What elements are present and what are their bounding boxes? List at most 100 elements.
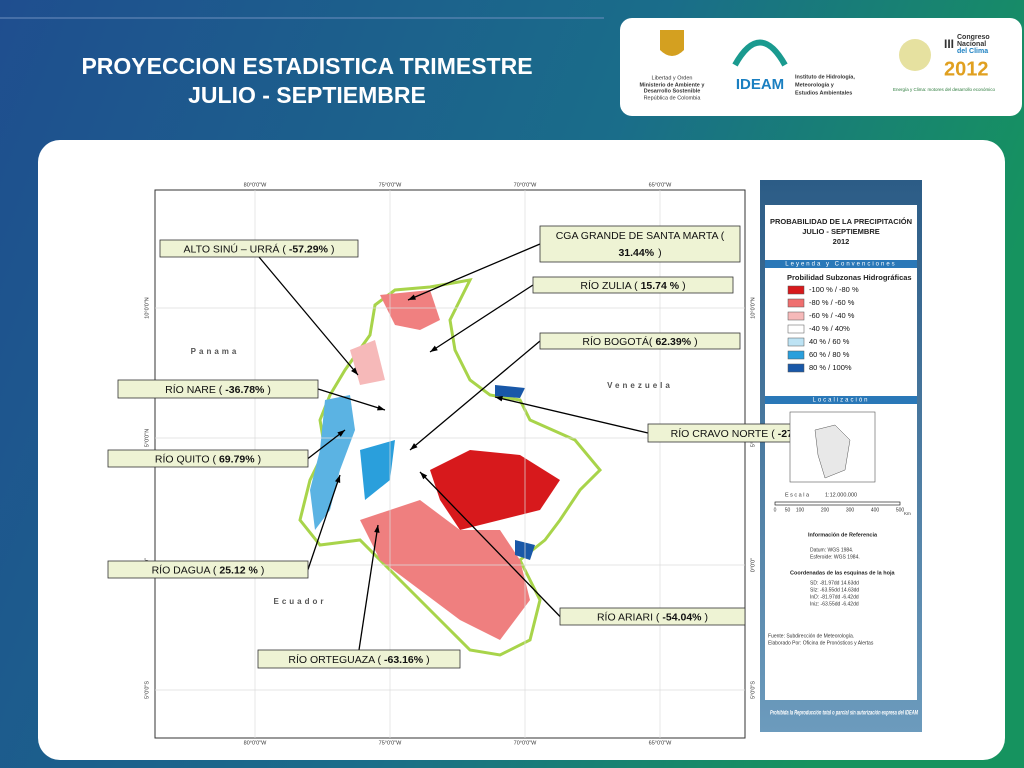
callout-close: ) (426, 654, 430, 666)
arrow-head (351, 367, 358, 375)
scale-tick: 400 (871, 507, 880, 513)
logo-text: Desarrollo Sostenible (644, 88, 701, 94)
corner-text: Iniz: -63.55dd -6.42dd (810, 601, 859, 607)
legend-swatch (787, 285, 805, 295)
callout-value: -63.16% (384, 654, 424, 666)
lat-label: 10°0'0"N (144, 297, 150, 318)
title: JULIO - SEPTIEMBRE (188, 82, 426, 108)
location-shape (814, 424, 851, 479)
lat-label: 5°0'0"S (750, 681, 756, 699)
callout-value: 62.39% (655, 336, 691, 348)
arrow-head (374, 525, 380, 533)
region (310, 395, 355, 530)
arrow-head (430, 345, 438, 352)
callout-text: RÍO ARIARI (-54.04%) (597, 610, 708, 623)
lon-label: 75°0'0"W (379, 740, 402, 746)
section-title: Leyenda y Convenciones (785, 262, 896, 268)
source-text: Fuente: Subdirección de Meteorología. (768, 633, 854, 639)
section-title: Localización (812, 398, 869, 404)
scale-tick: 200 (821, 507, 830, 513)
lat-label: 0°0'0" (750, 558, 756, 572)
lon-label: 80°0'0"W (244, 182, 267, 188)
callout-close: ) (694, 336, 698, 348)
callout-name: RÍO NARE ( (165, 383, 223, 396)
callout-name: ALTO SINÚ – URRÁ ( (184, 242, 287, 255)
arrow (407, 243, 541, 301)
arrow-head (495, 396, 503, 402)
lat-label: 10°0'0"N (750, 297, 756, 318)
arrow-head (408, 294, 416, 300)
scale-title: Escala (785, 492, 811, 498)
logo-text: Instituto de Hidrología, (795, 74, 855, 80)
country-label: Ecuador (273, 597, 326, 606)
shield (660, 30, 684, 56)
callout-text: RÍO QUITO (69.79%) (155, 452, 261, 465)
lat-label: 5°0'0"S (144, 681, 150, 699)
region (430, 450, 560, 530)
legend-swatch (787, 363, 805, 373)
region (360, 440, 395, 500)
arrow (358, 524, 379, 651)
legend-swatch (787, 324, 805, 334)
arrow-head (337, 430, 345, 437)
logo-text: República de Colombia (644, 95, 702, 101)
notice: Prohibida la Reproducción total o parcia… (770, 711, 919, 717)
legend-label: -100 % / -80 % (809, 285, 859, 294)
legend-title: JULIO - SEPTIEMBRE (802, 227, 880, 236)
logo-text: IDEAM (736, 76, 784, 93)
scale-unit: Km (904, 511, 911, 516)
logo-text: Energía y Clima: motores del desarrollo … (893, 87, 996, 92)
logo-text: 2012 (944, 58, 989, 80)
region (350, 340, 385, 385)
corners-title: Coordenadas de las esquinas de la hoja (790, 570, 895, 576)
ref-title: Información de Referencia (808, 532, 878, 538)
callout-value: 69.79% (219, 453, 255, 465)
legend-title: PROBABILIDAD DE LA PRECIPITACIÓN (770, 217, 912, 226)
arrow (419, 471, 561, 617)
legend-subtitle: Probilidad Subzonas Hidrográficas (787, 273, 912, 282)
legend-label: 40 % / 60 % (809, 337, 850, 346)
callout-name: RÍO ZULIA ( (580, 279, 638, 292)
logo-text: Ministerio de Ambiente y (640, 82, 706, 88)
callout-close: ) (331, 243, 335, 255)
region (380, 290, 440, 330)
callout-name: RÍO ORTEGUAZA ( (288, 653, 381, 666)
title: PROYECCION ESTADISTICA TRIMESTRE (81, 53, 532, 79)
logo-text: Nacional (957, 41, 986, 48)
congress-mark (899, 39, 931, 71)
callout-text: RÍO ZULIA (15.74 %) (580, 279, 685, 292)
callout-value: 25.12 % (219, 564, 258, 576)
legend-label: 80 % / 100% (809, 363, 852, 372)
ideam-mark (732, 39, 788, 67)
callout-close: ) (682, 280, 686, 292)
legend-label: -60 % / -40 % (809, 311, 855, 320)
legend-swatch (787, 311, 805, 321)
section-bar (765, 260, 917, 268)
callout-text: RÍO DAGUA (25.12 %) (152, 563, 265, 576)
callout-text: RÍO NARE (-36.78%) (165, 383, 271, 396)
lon-label: 70°0'0"W (514, 740, 537, 746)
lon-label: 65°0'0"W (649, 182, 672, 188)
callout-box (107, 560, 309, 579)
callout-value: 31.44% (618, 247, 654, 259)
region (495, 385, 525, 398)
callout-box (559, 607, 746, 626)
callout-close: ) (258, 453, 262, 465)
ref-text: Datum: WGS 1984. (810, 547, 853, 553)
callout-value: 15.74 % (641, 280, 680, 292)
lon-label: 65°0'0"W (649, 740, 672, 746)
country-label: Panama (191, 347, 240, 356)
callout-value: -57.29% (289, 243, 329, 255)
arrow (494, 396, 649, 434)
arrow-head (410, 443, 418, 450)
section-bar (765, 396, 917, 404)
arrow (409, 340, 541, 451)
callout-name: RÍO DAGUA ( (152, 563, 217, 576)
callout-close: ) (261, 564, 265, 576)
callout-name: CGA GRANDE DE SANTA MARTA ( (556, 230, 725, 242)
callout-text: RÍO ORTEGUAZA (-63.16%) (288, 653, 429, 666)
source-text: Elaborado Por: Oficina de Pronósticos y … (768, 640, 874, 646)
callout-close: ) (267, 384, 271, 396)
scale-bar (774, 501, 901, 506)
arrow-head (334, 475, 341, 483)
